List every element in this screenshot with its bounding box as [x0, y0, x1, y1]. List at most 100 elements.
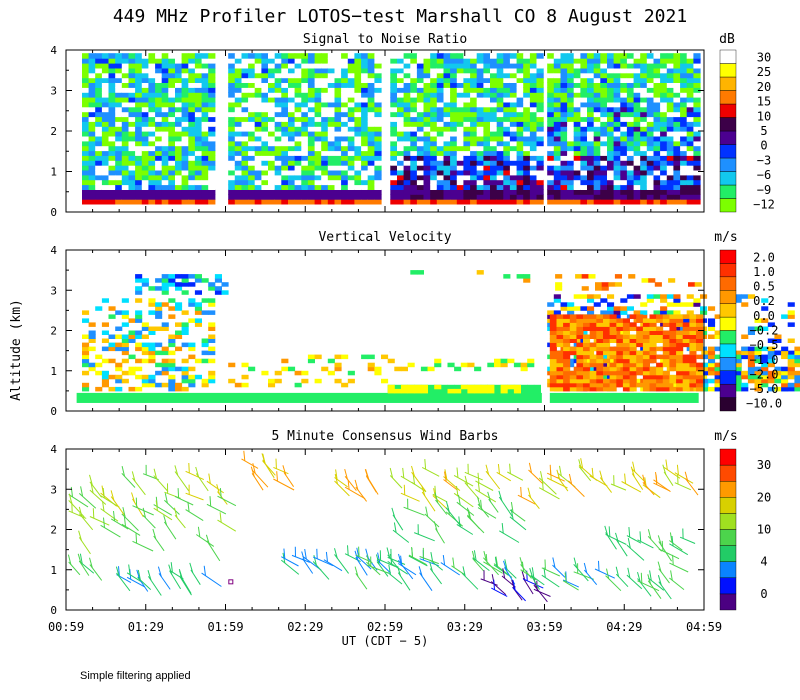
velocity-cell [701, 350, 709, 356]
snr-cell [321, 101, 329, 108]
velocity-cell [95, 386, 103, 392]
snr-cell [301, 174, 309, 181]
velocity-cell [774, 366, 782, 372]
velocity-cell [549, 382, 557, 388]
colorbar-swatch [719, 90, 737, 105]
velocity-cell [761, 362, 769, 368]
wind-barb [201, 572, 222, 587]
snr-cell [503, 77, 511, 83]
snr-cell [547, 165, 555, 171]
snr-cell [547, 160, 555, 166]
snr-cell [201, 174, 209, 181]
snr-cell [248, 63, 256, 69]
snr-cell [587, 160, 595, 166]
snr-cell [476, 67, 484, 74]
velocity-cell [95, 370, 103, 376]
snr-cell [503, 184, 511, 190]
velocity-cell [696, 330, 704, 335]
velocity-cell [82, 318, 90, 323]
velocity-cell [214, 278, 222, 283]
snr-cell [161, 101, 169, 108]
snr-cell [560, 101, 568, 108]
snr-cell [436, 189, 444, 195]
snr-cell [496, 97, 504, 103]
snr-cell [573, 140, 581, 147]
velocity-cell [115, 374, 123, 380]
velocity-cell [589, 374, 597, 380]
snr-cell [341, 174, 349, 181]
snr-cell [390, 199, 398, 205]
snr-cell [620, 184, 628, 190]
velocity-cell [161, 326, 169, 331]
snr-cell [108, 131, 116, 137]
snr-cell [108, 174, 116, 181]
velocity-cell [689, 354, 697, 360]
velocity-cell [600, 310, 608, 315]
snr-cell [470, 101, 478, 108]
snr-cell [529, 140, 538, 147]
snr-cell [680, 92, 688, 98]
snr-cell [128, 63, 136, 69]
velocity-cell [507, 384, 515, 390]
snr-cell [201, 155, 209, 161]
snr-cell [423, 92, 431, 98]
snr-cell [686, 160, 694, 166]
snr-cell [620, 121, 628, 127]
snr-cell [567, 87, 575, 93]
wind-barb-flag [519, 557, 524, 568]
snr-cell [553, 160, 561, 166]
snr-cell [268, 179, 276, 186]
snr-cell [496, 116, 504, 122]
snr-cell [181, 160, 189, 166]
snr-cell [334, 174, 342, 181]
snr-cell [155, 58, 163, 64]
snr-cell [208, 121, 216, 127]
snr-cell [155, 194, 163, 200]
velocity-cell [596, 346, 604, 352]
snr-cell [553, 53, 561, 59]
velocity-cell [576, 382, 584, 388]
velocity-cell [767, 374, 775, 380]
snr-cell [274, 63, 282, 69]
velocity-cell [88, 362, 96, 368]
snr-cell [547, 199, 555, 205]
snr-cell [82, 101, 90, 108]
snr-cell [294, 87, 302, 93]
velocity-cell [576, 358, 584, 364]
velocity-cell [361, 354, 369, 360]
velocity-cell [708, 318, 716, 323]
velocity-cell [161, 366, 169, 372]
velocity-cell [774, 374, 782, 380]
snr-cell [168, 111, 176, 118]
velocity-heatmap [76, 270, 800, 403]
velocity-cell [121, 338, 129, 343]
snr-cell [633, 126, 641, 132]
colorbar-swatch [719, 249, 737, 264]
snr-cell [241, 135, 249, 142]
snr-cell [201, 126, 209, 132]
snr-cell [403, 53, 411, 59]
snr-cell [600, 174, 608, 181]
snr-cell [600, 87, 608, 93]
snr-cell [155, 179, 163, 186]
colorbar-swatch [719, 513, 737, 530]
snr-cell [593, 135, 601, 142]
snr-cell [693, 116, 701, 122]
snr-cell [390, 106, 398, 113]
snr-cell [128, 101, 136, 108]
snr-cell [509, 184, 518, 190]
velocity-cell [781, 354, 789, 360]
snr-cell [334, 179, 342, 186]
velocity-cell [616, 362, 624, 368]
snr-cell [95, 140, 103, 147]
snr-cell [503, 135, 511, 142]
snr-cell [503, 150, 511, 156]
wind-barb-flag [282, 465, 287, 476]
velocity-cell [781, 382, 789, 388]
snr-cell [101, 145, 110, 152]
snr-cell [436, 174, 444, 181]
snr-cell [626, 150, 635, 156]
snr-cell [188, 174, 196, 181]
snr-cell [587, 58, 595, 64]
snr-cell [241, 77, 249, 83]
